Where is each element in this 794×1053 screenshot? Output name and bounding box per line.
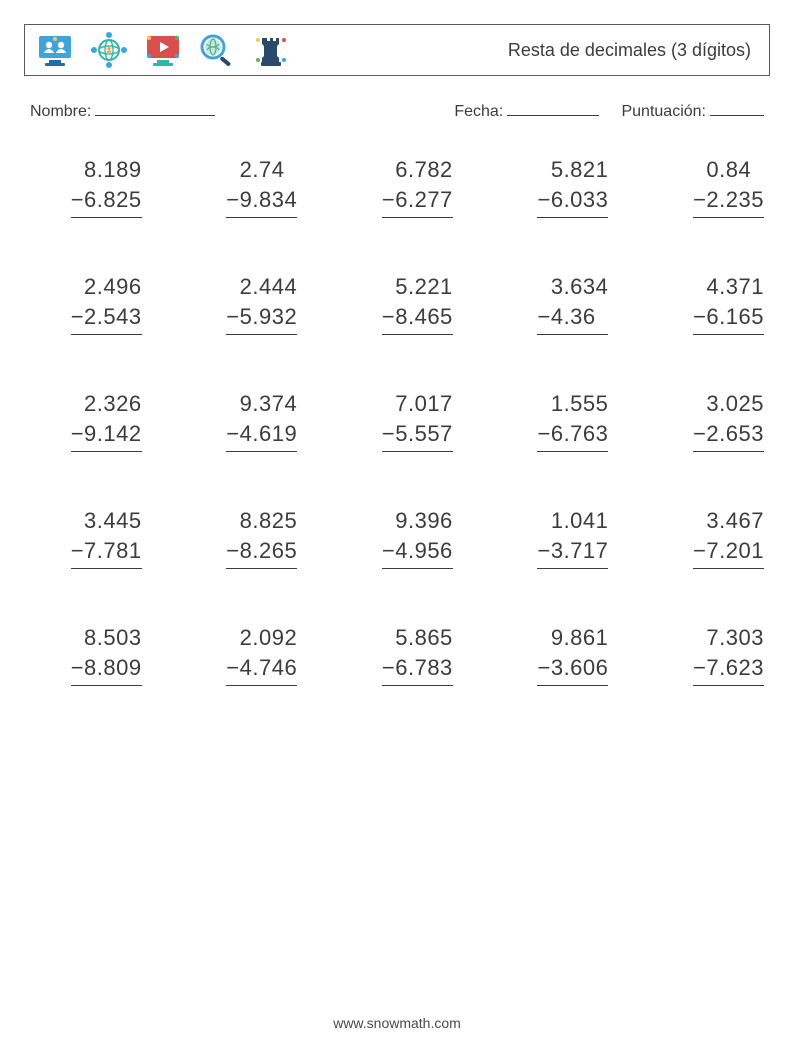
subtrahend: −4.746 <box>226 653 297 686</box>
subtraction-problem: 5.221−8.465 <box>341 272 453 335</box>
subtrahend: −6.033 <box>537 185 608 218</box>
subtraction-problem: 5.865−6.783 <box>341 623 453 686</box>
subtraction-problem: 2.444−5.932 <box>186 272 298 335</box>
subtraction-problem: 9.861−3.606 <box>497 623 609 686</box>
name-blank[interactable] <box>95 102 215 116</box>
subtrahend: −7.201 <box>693 536 764 569</box>
minuend: 7.017 <box>383 389 453 419</box>
subtraction-problem: 4.371−6.165 <box>652 272 764 335</box>
subtraction-problem: 3.445−7.781 <box>30 506 142 569</box>
subtraction-problem: 8.189−6.825 <box>30 155 142 218</box>
subtrahend: −4.619 <box>226 419 297 452</box>
subtraction-problem: 3.467−7.201 <box>652 506 764 569</box>
footer-url: www.snowmath.com <box>0 1015 794 1031</box>
subtraction-problem: 2.74 −9.834 <box>186 155 298 218</box>
subtrahend: −6.763 <box>537 419 608 452</box>
subtraction-problem: 0.84 −2.235 <box>652 155 764 218</box>
minuend: 6.782 <box>383 155 453 185</box>
meta-right: Fecha: Puntuación: <box>454 102 764 121</box>
subtrahend: −8.465 <box>382 302 453 335</box>
subtrahend: −9.834 <box>226 185 297 218</box>
minuend: 2.092 <box>227 623 297 653</box>
subtraction-problem: 6.782−6.277 <box>341 155 453 218</box>
header-box: Resta de decimales (3 dígitos) <box>24 24 770 76</box>
chess-rook-icon <box>251 32 291 68</box>
name-field: Nombre: <box>30 102 215 121</box>
minuend: 2.326 <box>71 389 141 419</box>
minuend: 3.445 <box>71 506 141 536</box>
network-globe-icon <box>89 32 129 68</box>
minuend: 7.303 <box>694 623 764 653</box>
date-blank[interactable] <box>507 102 599 116</box>
subtrahend: −2.653 <box>693 419 764 452</box>
subtraction-problem: 2.326−9.142 <box>30 389 142 452</box>
subtraction-problem: 7.303−7.623 <box>652 623 764 686</box>
minuend: 3.634 <box>538 272 608 302</box>
minuend: 9.396 <box>383 506 453 536</box>
subtrahend: −7.781 <box>71 536 142 569</box>
minuend: 9.861 <box>538 623 608 653</box>
problems-grid: 8.189−6.825 2.74 −9.834 6.782−6.277 5.82… <box>30 155 764 686</box>
score-blank[interactable] <box>710 102 764 116</box>
subtrahend: −3.717 <box>537 536 608 569</box>
subtrahend: −4.36 <box>537 302 608 335</box>
magnifier-globe-icon <box>197 32 237 68</box>
subtrahend: −6.277 <box>382 185 453 218</box>
subtraction-problem: 1.555−6.763 <box>497 389 609 452</box>
header-icon-row <box>35 32 291 68</box>
minuend: 2.444 <box>227 272 297 302</box>
minuend: 4.371 <box>694 272 764 302</box>
meta-row: Nombre: Fecha: Puntuación: <box>30 102 764 121</box>
subtrahend: −6.825 <box>71 185 142 218</box>
date-label: Fecha: <box>454 103 503 120</box>
subtraction-problem: 3.025−2.653 <box>652 389 764 452</box>
subtraction-problem: 7.017−5.557 <box>341 389 453 452</box>
minuend: 0.84 <box>694 155 764 185</box>
minuend: 8.189 <box>71 155 141 185</box>
subtrahend: −8.809 <box>71 653 142 686</box>
subtrahend: −2.543 <box>71 302 142 335</box>
subtrahend: −5.557 <box>382 419 453 452</box>
subtraction-problem: 9.396−4.956 <box>341 506 453 569</box>
minuend: 2.74 <box>227 155 297 185</box>
subtraction-problem: 2.092−4.746 <box>186 623 298 686</box>
subtraction-problem: 1.041−3.717 <box>497 506 609 569</box>
minuend: 2.496 <box>71 272 141 302</box>
subtrahend: −9.142 <box>71 419 142 452</box>
worksheet-title: Resta de decimales (3 dígitos) <box>508 40 751 61</box>
subtrahend: −3.606 <box>537 653 608 686</box>
subtraction-problem: 2.496−2.543 <box>30 272 142 335</box>
minuend: 5.865 <box>383 623 453 653</box>
minuend: 1.041 <box>538 506 608 536</box>
subtraction-problem: 9.374−4.619 <box>186 389 298 452</box>
minuend: 9.374 <box>227 389 297 419</box>
subtrahend: −6.165 <box>693 302 764 335</box>
minuend: 8.825 <box>227 506 297 536</box>
subtrahend: −7.623 <box>693 653 764 686</box>
minuend: 5.221 <box>383 272 453 302</box>
subtraction-problem: 5.821−6.033 <box>497 155 609 218</box>
subtraction-problem: 3.634−4.36 <box>497 272 609 335</box>
name-label: Nombre: <box>30 103 91 120</box>
subtrahend: −4.956 <box>382 536 453 569</box>
minuend: 1.555 <box>538 389 608 419</box>
minuend: 3.025 <box>694 389 764 419</box>
minuend: 5.821 <box>538 155 608 185</box>
minuend: 3.467 <box>694 506 764 536</box>
people-monitor-icon <box>35 32 75 68</box>
subtraction-problem: 8.503−8.809 <box>30 623 142 686</box>
subtrahend: −2.235 <box>693 185 764 218</box>
score-label: Puntuación: <box>621 103 706 120</box>
subtrahend: −8.265 <box>226 536 297 569</box>
subtrahend: −5.932 <box>226 302 297 335</box>
subtrahend: −6.783 <box>382 653 453 686</box>
subtraction-problem: 8.825−8.265 <box>186 506 298 569</box>
video-monitor-icon <box>143 32 183 68</box>
minuend: 8.503 <box>71 623 141 653</box>
